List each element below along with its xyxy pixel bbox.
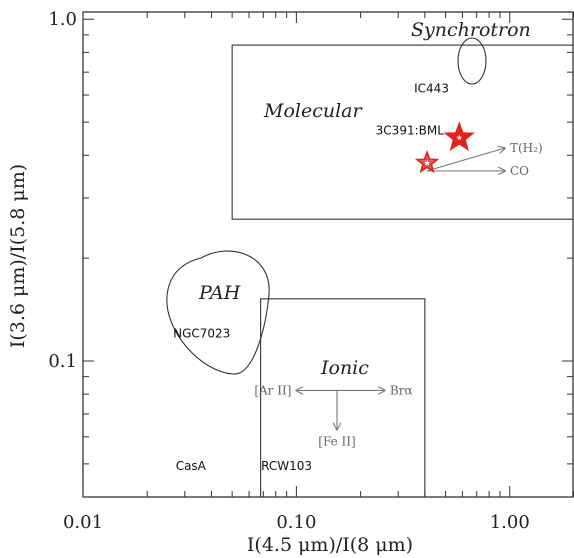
x-tick-label-1.00: 1.00 (490, 512, 530, 533)
source-label-ngc7023: NGC7023 (173, 327, 230, 341)
arrow-label-t-h-: T(H₂) (510, 141, 543, 155)
arrow-label-br-: Brα (390, 383, 413, 397)
arrow-label--ar-ii-: [Ar II] (254, 383, 291, 397)
ionic-label: Ionic (320, 357, 369, 379)
x-axis-title: I(4.5 μm)/I(8 μm) (247, 534, 413, 556)
molecular-label: Molecular (263, 100, 363, 122)
data-point-star-center (456, 134, 463, 141)
source-label-casa: CasA (176, 459, 207, 473)
pah-label: PAH (198, 282, 241, 304)
x-tick-label-0.10: 0.10 (276, 512, 316, 533)
y-tick-label-0.1: 0.1 (48, 351, 77, 372)
pah-region (166, 250, 270, 375)
data-point-star-open-inner (421, 156, 434, 169)
synchrotron-region (457, 37, 487, 85)
x-tick-label-0.01: 0.01 (63, 512, 103, 533)
source-label-3c391-bml: 3C391:BML (376, 123, 445, 137)
arrow-label--fe-ii-: [Fe II] (318, 435, 355, 449)
arrow-t-h- (426, 148, 505, 172)
data-point-star-open (414, 150, 440, 174)
synchrotron-label: Synchrotron (411, 19, 531, 41)
y-axis-title: I(3.6 μm)/I(5.8 μm) (7, 164, 29, 348)
source-label-ic443: IC443 (414, 82, 449, 96)
plot-frame (82, 11, 574, 498)
arrow-label-co: CO (510, 164, 529, 178)
axis-ticks (82, 12, 574, 498)
ionic-region (260, 298, 426, 498)
molecular-region (231, 44, 574, 220)
source-label-rcw103: RCW103 (261, 459, 312, 473)
y-tick-label-1.0: 1.0 (48, 9, 77, 30)
